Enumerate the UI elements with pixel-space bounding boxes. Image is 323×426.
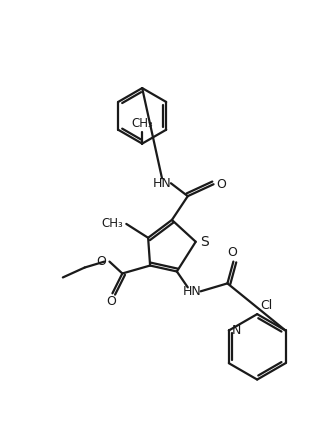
Text: O: O bbox=[227, 246, 237, 259]
Text: O: O bbox=[107, 295, 116, 308]
Text: S: S bbox=[200, 235, 208, 249]
Text: CH₃: CH₃ bbox=[101, 217, 123, 230]
Text: Cl: Cl bbox=[260, 299, 272, 312]
Text: O: O bbox=[216, 178, 226, 191]
Text: O: O bbox=[97, 255, 107, 268]
Text: HN: HN bbox=[182, 285, 201, 298]
Text: CH₃: CH₃ bbox=[131, 117, 153, 130]
Text: HN: HN bbox=[153, 177, 172, 190]
Text: N: N bbox=[232, 324, 241, 337]
